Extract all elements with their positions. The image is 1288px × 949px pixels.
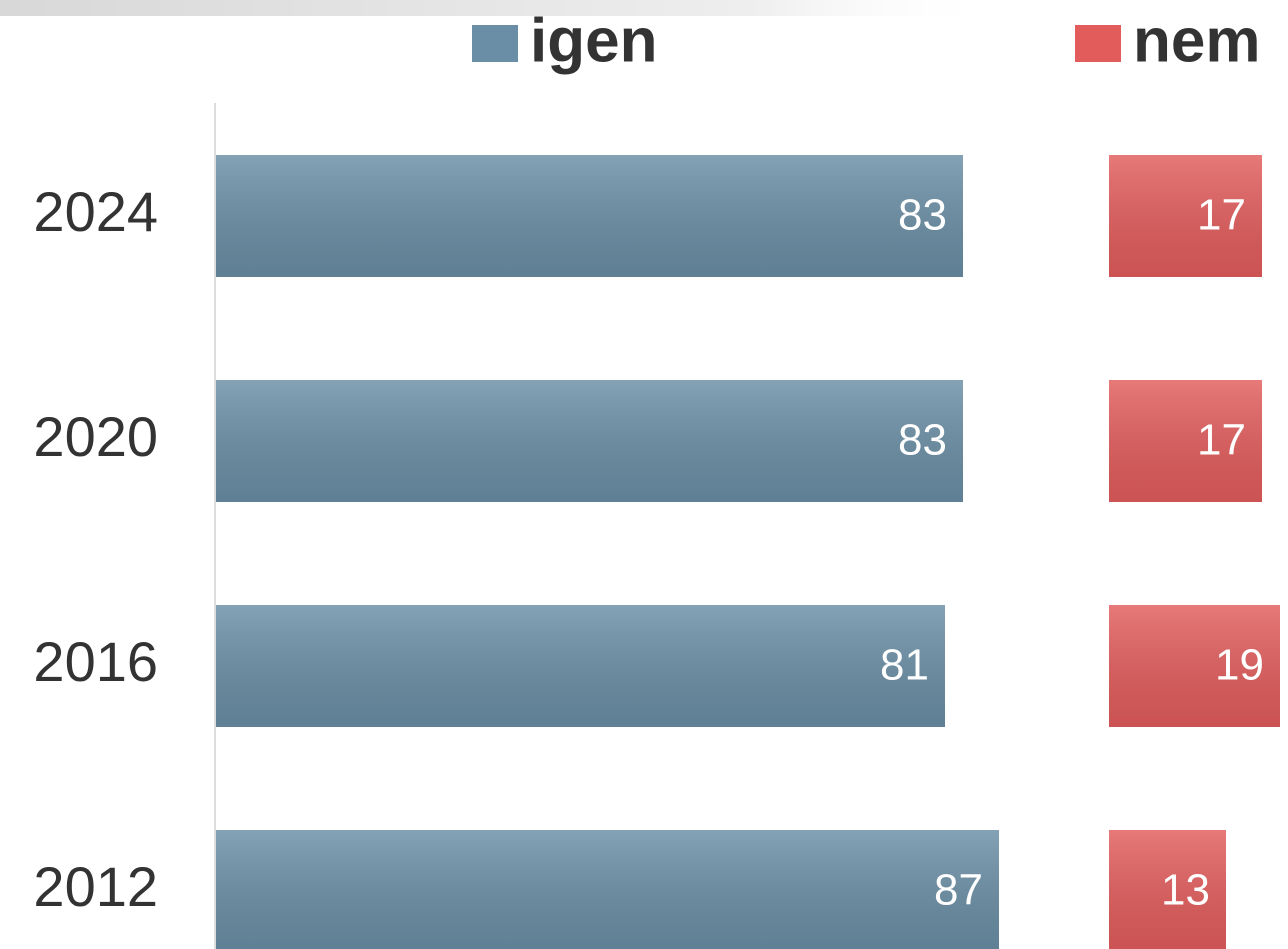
data-label: 17 — [1197, 416, 1246, 465]
legend-swatch — [1075, 25, 1121, 62]
bar — [216, 380, 963, 502]
data-label: 13 — [1161, 866, 1210, 915]
data-label: 17 — [1197, 191, 1246, 240]
category-label: 2024 — [33, 180, 158, 243]
bar — [216, 605, 945, 727]
legend-label: nem — [1133, 6, 1260, 75]
category-label: 2012 — [33, 855, 158, 918]
data-label: 81 — [880, 641, 929, 690]
bar — [216, 155, 963, 277]
category-label: 2016 — [33, 630, 158, 693]
category-label: 2020 — [33, 405, 158, 468]
data-label: 83 — [898, 416, 947, 465]
legend-label: igen — [530, 6, 657, 75]
top-band — [0, 0, 1000, 16]
data-label: 87 — [934, 866, 983, 915]
data-label: 83 — [898, 191, 947, 240]
legend-swatch — [472, 25, 518, 62]
bar — [216, 830, 999, 949]
data-label: 19 — [1215, 641, 1264, 690]
